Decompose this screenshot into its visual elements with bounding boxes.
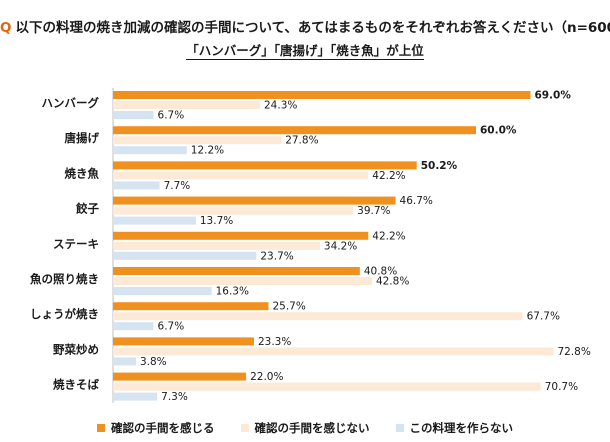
value-label-karaage-s1: 60.0% bbox=[480, 125, 517, 137]
legend: 確認の手間を感じる 確認の手間を感じない この料理を作らない bbox=[0, 420, 610, 436]
legend-item-not-cook: この料理を作らない bbox=[395, 420, 514, 436]
bar-yakizakana-s1 bbox=[113, 161, 417, 170]
bar-yakisoba-s1 bbox=[113, 372, 247, 381]
category-label-karaage: 唐揚げ bbox=[64, 131, 100, 145]
legend-item-not-feel: 確認の手間を感じない bbox=[240, 420, 370, 436]
bar-hamburg-s3 bbox=[113, 111, 154, 119]
bar-steak-s1 bbox=[113, 231, 369, 240]
bar-yasai-itame-s1 bbox=[113, 337, 254, 346]
category-label-yasai-itame: 野菜炒め bbox=[53, 342, 99, 356]
chart-subtitle: 「ハンバーグ」「唐揚げ」「焼き魚」が上位 bbox=[0, 40, 610, 60]
bar-shogayaki-s2 bbox=[113, 312, 523, 321]
value-label-steak-s1: 42.2% bbox=[372, 230, 405, 242]
question-mark-label: Q bbox=[0, 20, 12, 36]
subtitle-text: 「ハンバーグ」「唐揚げ」「焼き魚」が上位 bbox=[186, 43, 424, 60]
bar-gyoza-s3 bbox=[113, 216, 196, 225]
category-label-teriyaki: 魚の照り焼き bbox=[30, 272, 99, 286]
bar-yakisoba-s3 bbox=[113, 392, 158, 401]
value-label-yasai-itame-s1: 23.3% bbox=[258, 336, 291, 348]
value-label-yakizakana-s2: 42.2% bbox=[372, 170, 405, 182]
bar-yasai-itame-s3 bbox=[113, 357, 136, 366]
bar-shogayaki-s3 bbox=[113, 322, 154, 331]
value-label-yakisoba-s3: 7.3% bbox=[161, 391, 188, 403]
bar-teriyaki-s2 bbox=[113, 277, 372, 285]
value-label-yakisoba-s1: 22.0% bbox=[250, 371, 283, 383]
value-label-shogayaki-s3: 6.7% bbox=[158, 321, 185, 333]
value-label-teriyaki-s3: 16.3% bbox=[216, 286, 249, 298]
bar-yakizakana-s2 bbox=[113, 171, 369, 180]
legend-label-feel: 確認の手間を感じる bbox=[111, 421, 215, 435]
value-label-karaage-s3: 12.2% bbox=[191, 145, 224, 157]
bar-steak-s2 bbox=[113, 241, 320, 250]
legend-label-not-cook: この料理を作らない bbox=[409, 421, 514, 435]
value-label-steak-s3: 23.7% bbox=[260, 250, 293, 262]
question-text: 以下の料理の焼き加減の確認の手間について、あてはまるものをそれぞれお答えください… bbox=[15, 20, 610, 36]
legend-swatch-not-feel bbox=[240, 424, 249, 432]
bar-yakisoba-s2 bbox=[113, 382, 541, 391]
value-label-gyoza-s1: 46.7% bbox=[400, 195, 433, 207]
bar-shogayaki-s1 bbox=[113, 302, 269, 311]
legend-swatch-feel bbox=[97, 424, 105, 432]
value-label-hamburg-s1: 69.0% bbox=[534, 90, 571, 102]
value-label-yasai-itame-s2: 72.8% bbox=[557, 346, 590, 358]
bar-teriyaki-s1 bbox=[113, 267, 360, 275]
value-label-gyoza-s3: 13.7% bbox=[200, 215, 233, 227]
value-label-yakizakana-s3: 7.7% bbox=[164, 180, 191, 192]
category-label-gyoza: 餃子 bbox=[75, 202, 99, 216]
bar-karaage-s2 bbox=[113, 136, 282, 145]
bar-yakizakana-s3 bbox=[113, 181, 160, 190]
bar-yasai-itame-s2 bbox=[113, 347, 554, 356]
value-label-hamburg-s2: 24.3% bbox=[264, 100, 297, 112]
value-label-yasai-itame-s3: 3.8% bbox=[140, 356, 167, 368]
bar-steak-s3 bbox=[113, 251, 257, 260]
bar-gyoza-s2 bbox=[113, 206, 354, 215]
bar-hamburg-s1 bbox=[113, 91, 531, 99]
category-label-shogayaki: しょうが焼き bbox=[30, 307, 99, 321]
bar-chart: ハンバーグ 69.0% 24.3% 6.7% 唐揚げ 60.0% 27.8% 12.2% 焼き魚… bbox=[30, 88, 591, 403]
value-label-gyoza-s2: 39.7% bbox=[357, 205, 390, 217]
bar-hamburg-s2 bbox=[113, 101, 261, 109]
value-label-hamburg-s3: 6.7% bbox=[158, 110, 185, 122]
bar-karaage-s3 bbox=[113, 146, 187, 155]
value-label-teriyaki-s1: 40.8% bbox=[364, 266, 397, 278]
legend-label-not-feel: 確認の手間を感じない bbox=[254, 421, 370, 435]
bar-gyoza-s1 bbox=[113, 196, 396, 205]
legend-swatch-not-cook bbox=[395, 424, 404, 432]
bar-teriyaki-s3 bbox=[113, 287, 212, 295]
chart-title: Q 以下の料理の焼き加減の確認の手間について、あてはまるものをそれぞれお答えくださ… bbox=[0, 16, 610, 36]
bar-karaage-s1 bbox=[113, 126, 476, 135]
category-label-yakizakana: 焼き魚 bbox=[65, 166, 100, 180]
category-label-hamburg: ハンバーグ bbox=[42, 96, 100, 110]
category-label-yakisoba: 焼きそば bbox=[53, 378, 99, 392]
category-label-steak: ステーキ bbox=[53, 237, 99, 251]
value-label-steak-s2: 34.2% bbox=[324, 240, 357, 252]
value-label-teriyaki-s2: 42.8% bbox=[376, 276, 409, 288]
value-label-karaage-s2: 27.8% bbox=[285, 135, 318, 147]
value-label-shogayaki-s2: 67.7% bbox=[527, 311, 560, 323]
value-label-yakisoba-s2: 70.7% bbox=[545, 381, 578, 393]
value-label-shogayaki-s1: 25.7% bbox=[272, 301, 305, 313]
value-label-yakizakana-s1: 50.2% bbox=[421, 160, 458, 172]
legend-item-feel: 確認の手間を感じる bbox=[97, 420, 215, 436]
